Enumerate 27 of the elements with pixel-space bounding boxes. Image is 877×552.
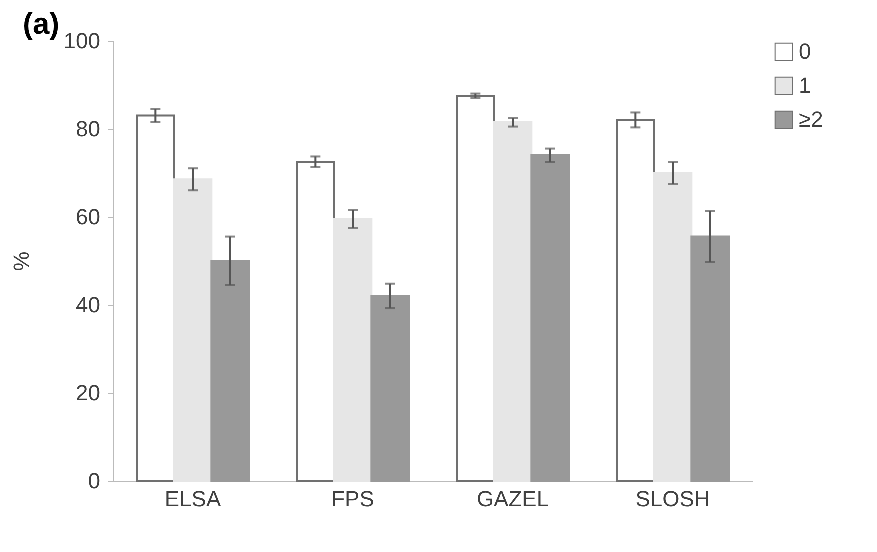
legend-label: 1 [799,73,812,98]
bar [296,161,336,482]
x-tick-label: GAZEL [476,486,550,512]
legend-label: ≥2 [799,107,824,132]
y-tick-label: 100 [64,28,100,54]
x-tick-label: ELSA [164,486,222,512]
bar [370,295,410,482]
y-tick-label: 0 [88,468,100,494]
legend-label: 0 [799,39,812,64]
bar [456,95,496,482]
bar [616,119,656,482]
x-tick-label: SLOSH [636,486,710,512]
bar [493,121,533,482]
bar [136,114,176,482]
x-tick-label: FPS [332,486,374,512]
chart-title: (a) [23,8,60,41]
bar [333,218,373,482]
y-axis-title: % [8,252,34,272]
y-tick-label: 80 [76,116,100,142]
bar [173,178,213,482]
bar [530,154,570,482]
bar [690,236,730,482]
y-tick-label: 40 [76,292,100,318]
y-tick-label: 60 [76,204,100,230]
bar [210,260,250,482]
bar [653,172,693,482]
y-tick-label: 20 [76,380,100,406]
